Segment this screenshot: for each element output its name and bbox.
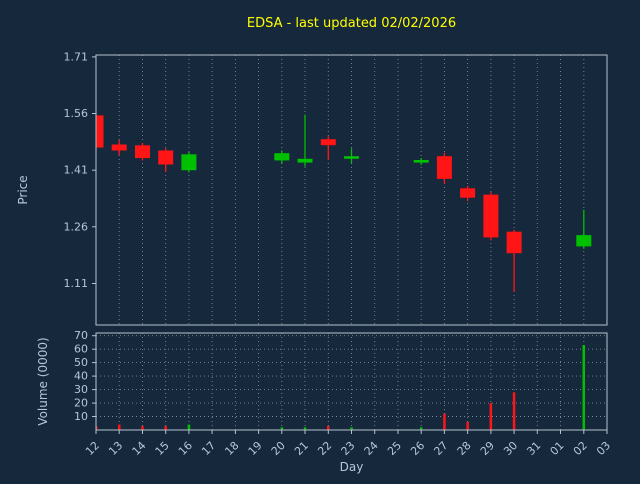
- volume-bar-day-30: [512, 392, 516, 430]
- volume-bar-day-28: [466, 421, 469, 430]
- candle-day-14: [135, 143, 150, 161]
- svg-text:20: 20: [74, 397, 88, 410]
- candle-day-22: [320, 136, 336, 160]
- svg-text:1.11: 1.11: [64, 277, 89, 290]
- volume-bar-day-29: [489, 403, 493, 430]
- price-plot-border: [95, 54, 608, 326]
- volume-bar-day-20: [280, 427, 284, 430]
- volume-bars: [96, 345, 585, 430]
- candle-day-29: [483, 192, 499, 241]
- svg-text:1.26: 1.26: [64, 220, 89, 233]
- volume-bar-day-16: [187, 424, 191, 430]
- candles: [96, 112, 592, 292]
- volume-bar-day-02: [582, 345, 585, 430]
- volume-bar-day-12: [96, 426, 98, 430]
- candle-day-30: [506, 229, 522, 292]
- svg-text:10: 10: [74, 410, 88, 423]
- chart-title: EDSA - last updated 02/02/2026: [247, 16, 456, 31]
- svg-text:60: 60: [74, 343, 88, 356]
- svg-text:30: 30: [74, 383, 88, 396]
- volume-axis-label: Volume (0000): [36, 337, 50, 425]
- svg-text:1.71: 1.71: [64, 50, 89, 63]
- volume-bar-day-23: [350, 427, 353, 430]
- svg-text:70: 70: [74, 329, 88, 342]
- candle-day-02: [576, 209, 592, 249]
- candle-day-15: [158, 148, 174, 173]
- candle-day-27: [436, 152, 452, 184]
- svg-text:1.41: 1.41: [64, 164, 89, 177]
- candle-day-13: [111, 140, 127, 156]
- candle-day-28: [460, 186, 476, 202]
- svg-text:40: 40: [74, 370, 88, 383]
- candle-day-20: [274, 150, 290, 164]
- volume-bar-day-14: [141, 426, 144, 430]
- svg-text:50: 50: [74, 356, 88, 369]
- volume-bar-day-15: [164, 426, 167, 430]
- candle-day-16: [181, 152, 197, 173]
- volume-bar-day-13: [118, 424, 121, 430]
- candle-day-21: [297, 114, 313, 167]
- candle-day-26: [413, 158, 429, 165]
- volume-bar-day-27: [443, 413, 446, 430]
- volume-bar-day-22: [327, 426, 330, 430]
- candle-day-23: [344, 148, 359, 164]
- svg-text:1.56: 1.56: [64, 107, 89, 120]
- x-axis-label: Day: [340, 460, 364, 474]
- candle-day-12: [96, 112, 104, 149]
- volume-bar-day-26: [419, 427, 423, 430]
- price-axis-label: Price: [16, 175, 30, 204]
- volume-bar-day-21: [303, 427, 307, 430]
